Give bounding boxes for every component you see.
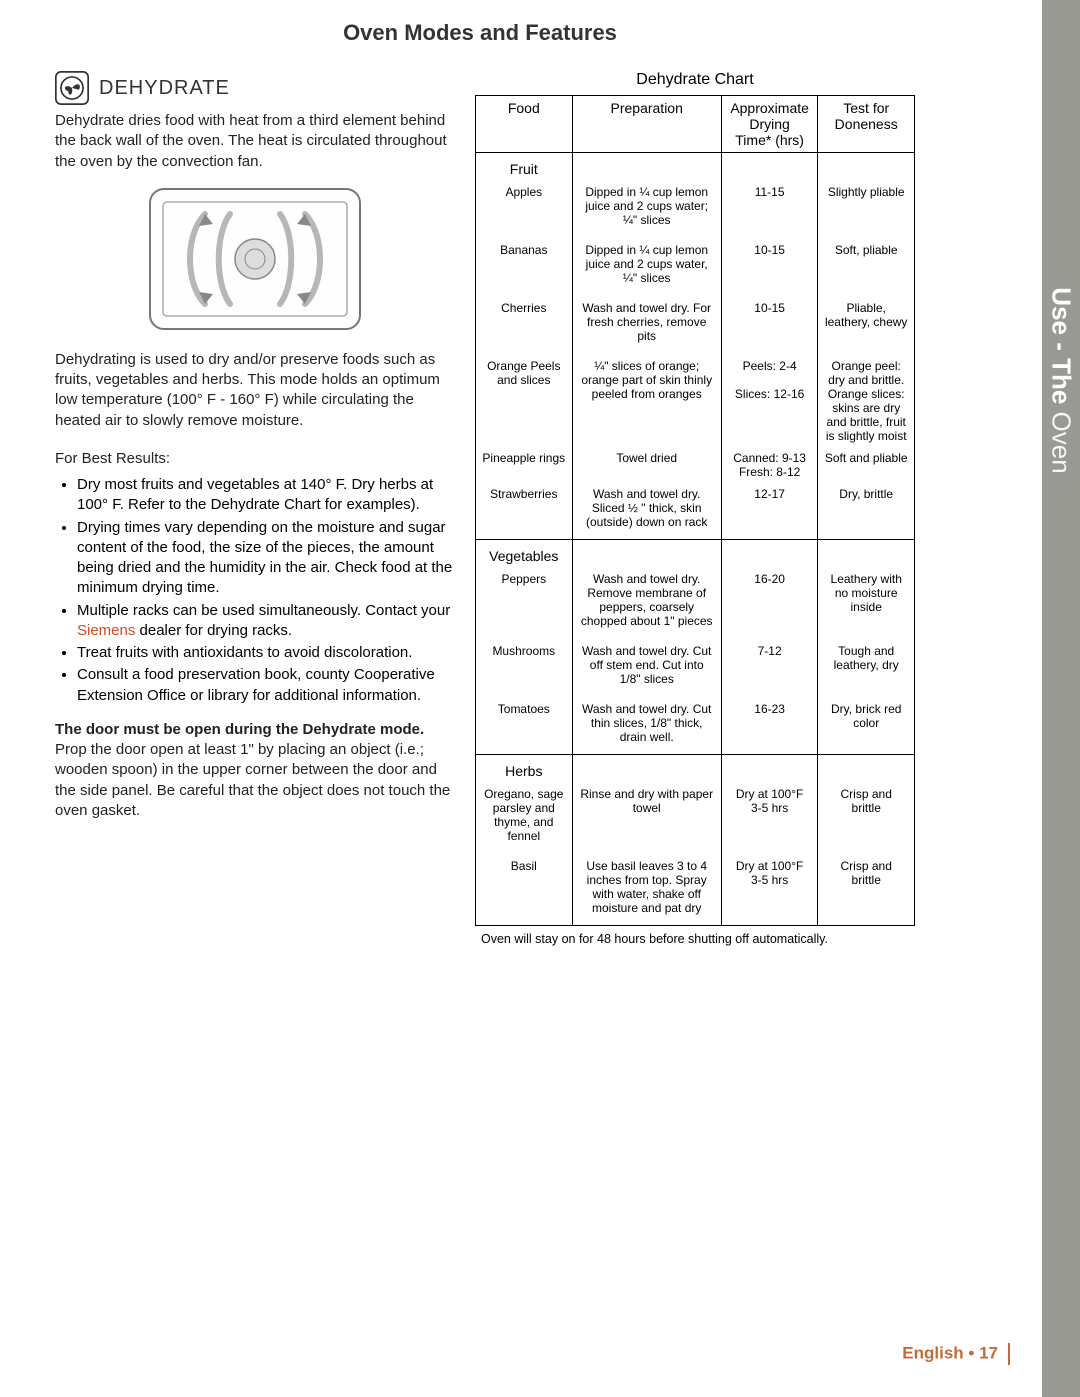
cell: Orange Peels and slices: [476, 355, 573, 447]
section-heading: DEHYDRATE: [99, 77, 230, 100]
footer-lang: English: [902, 1343, 963, 1362]
cell: Basil: [476, 855, 573, 926]
list-item: Drying times vary depending on the moist…: [77, 518, 455, 599]
cell: Wash and towel dry. Cut off stem end. Cu…: [572, 640, 721, 690]
cell: Wash and towel dry. Sliced ½ " thick, sk…: [572, 483, 721, 540]
cell: Towel dried: [572, 447, 721, 483]
cell: Slightly pliable: [818, 181, 915, 231]
cell: Peels: 2-4Slices: 12-16: [721, 355, 818, 447]
section-fruit: Fruit: [476, 153, 573, 182]
list-item: Treat fruits with antioxidants to avoid …: [77, 643, 455, 663]
cell: Leathery with no moisture inside: [818, 568, 915, 632]
section-veg: Vegetables: [476, 540, 573, 569]
cell: Pliable, leathery, chewy: [818, 297, 915, 347]
col-done: Test forDoneness: [818, 96, 915, 153]
cell: Mushrooms: [476, 640, 573, 690]
cell: Dipped in ¼ cup lemon juice and 2 cups w…: [572, 239, 721, 289]
cell: ¼" slices of orange; orange part of skin…: [572, 355, 721, 447]
section-herbs: Herbs: [476, 755, 573, 784]
best-results-list: Dry most fruits and vegetables at 140° F…: [55, 475, 455, 706]
cell: Tomatoes: [476, 698, 573, 755]
cell: Soft, pliable: [818, 239, 915, 289]
left-column: DEHYDRATE Dehydrate dries food with heat…: [55, 71, 455, 946]
cell: Cherries: [476, 297, 573, 347]
best-results-label: For Best Results:: [55, 449, 455, 469]
cell: Dry, brick red color: [818, 698, 915, 755]
list-item-text: dealer for drying racks.: [135, 622, 292, 639]
cell: 7-12: [721, 640, 818, 690]
cell: Crisp and brittle: [818, 783, 915, 847]
cell: Dry at 100°F3-5 hrs: [721, 855, 818, 926]
cell: Peppers: [476, 568, 573, 632]
cell: 10-15: [721, 297, 818, 347]
cell: Crisp and brittle: [818, 855, 915, 926]
page-title: Oven Modes and Features: [55, 20, 905, 46]
cell: Apples: [476, 181, 573, 231]
cell: Wash and towel dry. Remove membrane of p…: [572, 568, 721, 632]
cell: Wash and towel dry. For fresh cherries, …: [572, 297, 721, 347]
fan-icon: [55, 71, 89, 105]
col-food: Food: [476, 96, 573, 153]
side-tab-text: Use - The Oven: [1046, 287, 1077, 473]
oven-diagram: [55, 184, 455, 334]
col-prep: Preparation: [572, 96, 721, 153]
page-footer: English • 17: [902, 1343, 1010, 1365]
cell: 12-17: [721, 483, 818, 540]
cell: Wash and towel dry. Cut thin slices, 1/8…: [572, 698, 721, 755]
door-open-note: The door must be open during the Dehydra…: [55, 720, 455, 821]
cell: Dry at 100°F3-5 hrs: [721, 783, 818, 847]
side-tab: Use - The Oven: [1042, 0, 1080, 1397]
list-item-text: Multiple racks can be used simultaneousl…: [77, 602, 450, 619]
col-time: ApproximateDryingTime* (hrs): [721, 96, 818, 153]
brand-name: Siemens: [77, 622, 135, 639]
cell: Oregano, sage parsley and thyme, and fen…: [476, 783, 573, 847]
para-2: Dehydrating is used to dry and/or preser…: [55, 350, 455, 431]
cell: 11-15: [721, 181, 818, 231]
cell: 10-15: [721, 239, 818, 289]
door-open-bold: The door must be open during the Dehydra…: [55, 721, 424, 738]
door-open-rest: Prop the door open at least 1" by placin…: [55, 741, 450, 819]
list-item: Dry most fruits and vegetables at 140° F…: [77, 475, 455, 516]
cell: Orange peel: dry and brittle. Orange sli…: [818, 355, 915, 447]
cell: Tough and leathery, dry: [818, 640, 915, 690]
chart-footnote: Oven will stay on for 48 hours before sh…: [481, 932, 915, 946]
chart-title: Dehydrate Chart: [475, 71, 915, 89]
cell: Soft and pliable: [818, 447, 915, 483]
intro-text: Dehydrate dries food with heat from a th…: [55, 111, 455, 172]
cell: Pineapple rings: [476, 447, 573, 483]
cell: Rinse and dry with paper towel: [572, 783, 721, 847]
cell: Dipped in ¼ cup lemon juice and 2 cups w…: [572, 181, 721, 231]
dehydrate-chart: Food Preparation ApproximateDryingTime* …: [475, 95, 915, 926]
footer-page: 17: [979, 1343, 998, 1362]
cell: Dry, brittle: [818, 483, 915, 540]
cell: Bananas: [476, 239, 573, 289]
list-item: Multiple racks can be used simultaneousl…: [77, 601, 455, 642]
cell: Strawberries: [476, 483, 573, 540]
cell: Canned: 9-13Fresh: 8-12: [721, 447, 818, 483]
cell: 16-20: [721, 568, 818, 632]
right-column: Dehydrate Chart Food Preparation Approxi…: [475, 71, 915, 946]
cell: 16-23: [721, 698, 818, 755]
list-item: Consult a food preservation book, county…: [77, 665, 455, 706]
cell: Use basil leaves 3 to 4 inches from top.…: [572, 855, 721, 926]
